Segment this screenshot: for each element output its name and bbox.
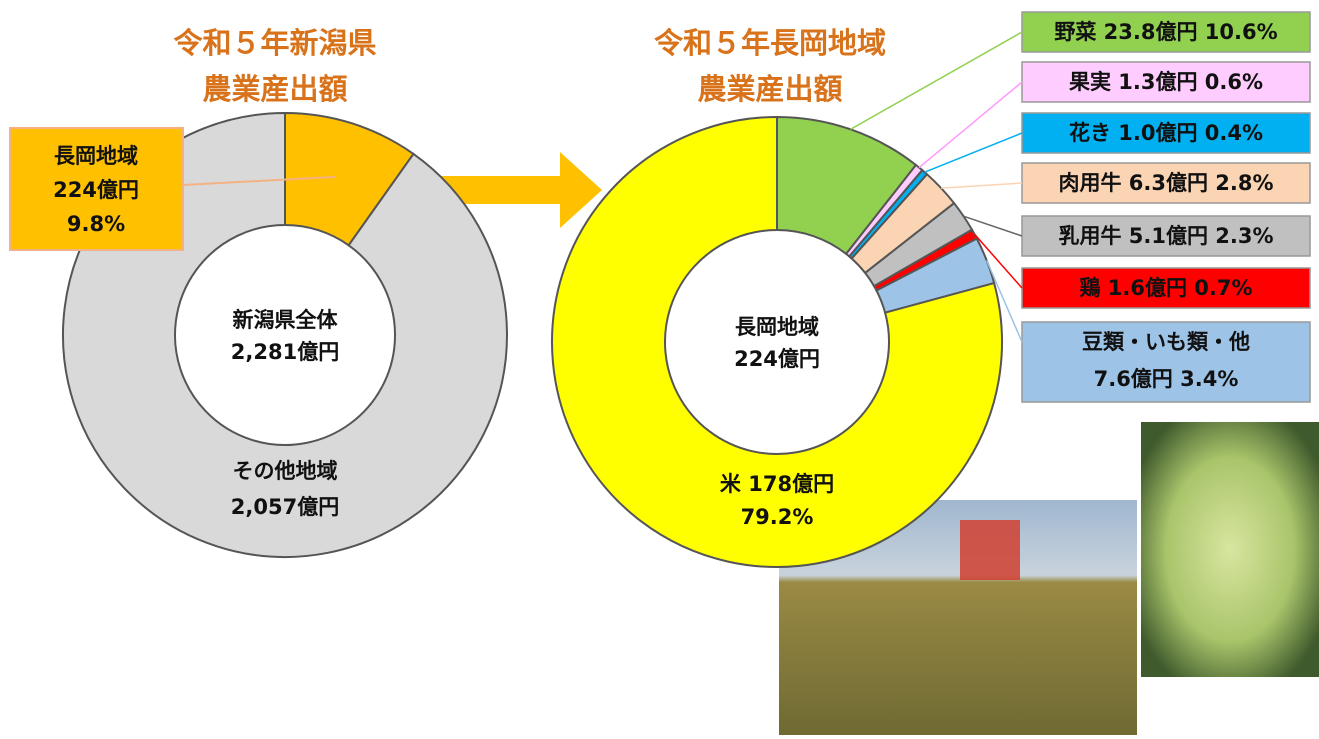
box-label: 野菜 23.8億円 10.6%: [1054, 20, 1277, 44]
chart: 令和５年新潟県農業産出額新潟県全体2,281億円長岡地域224億円9.8%その他…: [0, 0, 1319, 735]
slice-percent: 79.2%: [741, 505, 814, 529]
box-category: 豆類・いも類・他: [1082, 330, 1250, 354]
callout-percent: 9.8%: [67, 212, 125, 236]
center-value: 2,281億円: [231, 340, 339, 364]
box-label: 肉用牛 6.3億円 2.8%: [1058, 171, 1273, 195]
leader-line: [925, 133, 1022, 172]
box-value-label: 6.3億円: [1129, 171, 1208, 195]
chart-title: 農業産出額: [202, 72, 347, 106]
slice-value: 2,057億円: [231, 495, 339, 519]
leader-line: [919, 82, 1022, 168]
box-value-label: 1.3億円: [1118, 70, 1197, 94]
center-label: 新潟県全体: [233, 308, 339, 332]
photo-grapes: [1141, 422, 1319, 677]
callout-label: 長岡地域: [54, 144, 138, 168]
leader-line: [941, 183, 1022, 188]
box-percent: 0.7%: [1194, 276, 1252, 300]
box-percent: 2.8%: [1215, 171, 1273, 195]
slice-label: 米 178億円: [720, 472, 834, 496]
box-category: 乳用牛: [1058, 224, 1121, 248]
chart-title: 令和５年長岡地域: [654, 26, 886, 60]
box-percent: 0.6%: [1205, 70, 1263, 94]
photo-harvester: [960, 520, 1020, 580]
box-value-label: 1.0億円: [1118, 121, 1197, 145]
slice-value: 178億円: [748, 472, 834, 496]
box-label: 果実 1.3億円 0.6%: [1069, 70, 1263, 94]
box-category: 野菜: [1054, 20, 1096, 44]
box-value-label: 7.6億円: [1094, 367, 1173, 391]
box-percent: 3.4%: [1180, 367, 1238, 391]
box-percent: 0.4%: [1205, 121, 1263, 145]
box-category: 果実: [1069, 70, 1111, 94]
box-category: 鶏: [1079, 276, 1100, 300]
box-value-label: 5.1億円: [1129, 224, 1208, 248]
box-label: 花き 1.0億円 0.4%: [1069, 121, 1263, 145]
chart-title: 令和５年新潟県: [173, 26, 376, 60]
box-percent: 2.3%: [1215, 224, 1273, 248]
box-value-label: 23.8億円: [1104, 20, 1198, 44]
box-category: 肉用牛: [1058, 171, 1121, 195]
box-percent: 10.6%: [1205, 20, 1278, 44]
box-value: 7.6億円 3.4%: [1094, 367, 1239, 391]
center-label: 長岡地域: [735, 315, 819, 339]
center-value: 224億円: [734, 347, 820, 371]
slice-label: その他地域: [233, 459, 338, 483]
slice-category: 米: [720, 472, 742, 496]
box-value-label: 1.6億円: [1108, 276, 1187, 300]
box-label: 鶏 1.6億円 0.7%: [1079, 276, 1252, 300]
box-category: 花き: [1069, 121, 1111, 145]
callout-value: 224億円: [53, 178, 139, 202]
box-label: 乳用牛 5.1億円 2.3%: [1058, 224, 1273, 248]
chart-title: 農業産出額: [697, 72, 842, 106]
